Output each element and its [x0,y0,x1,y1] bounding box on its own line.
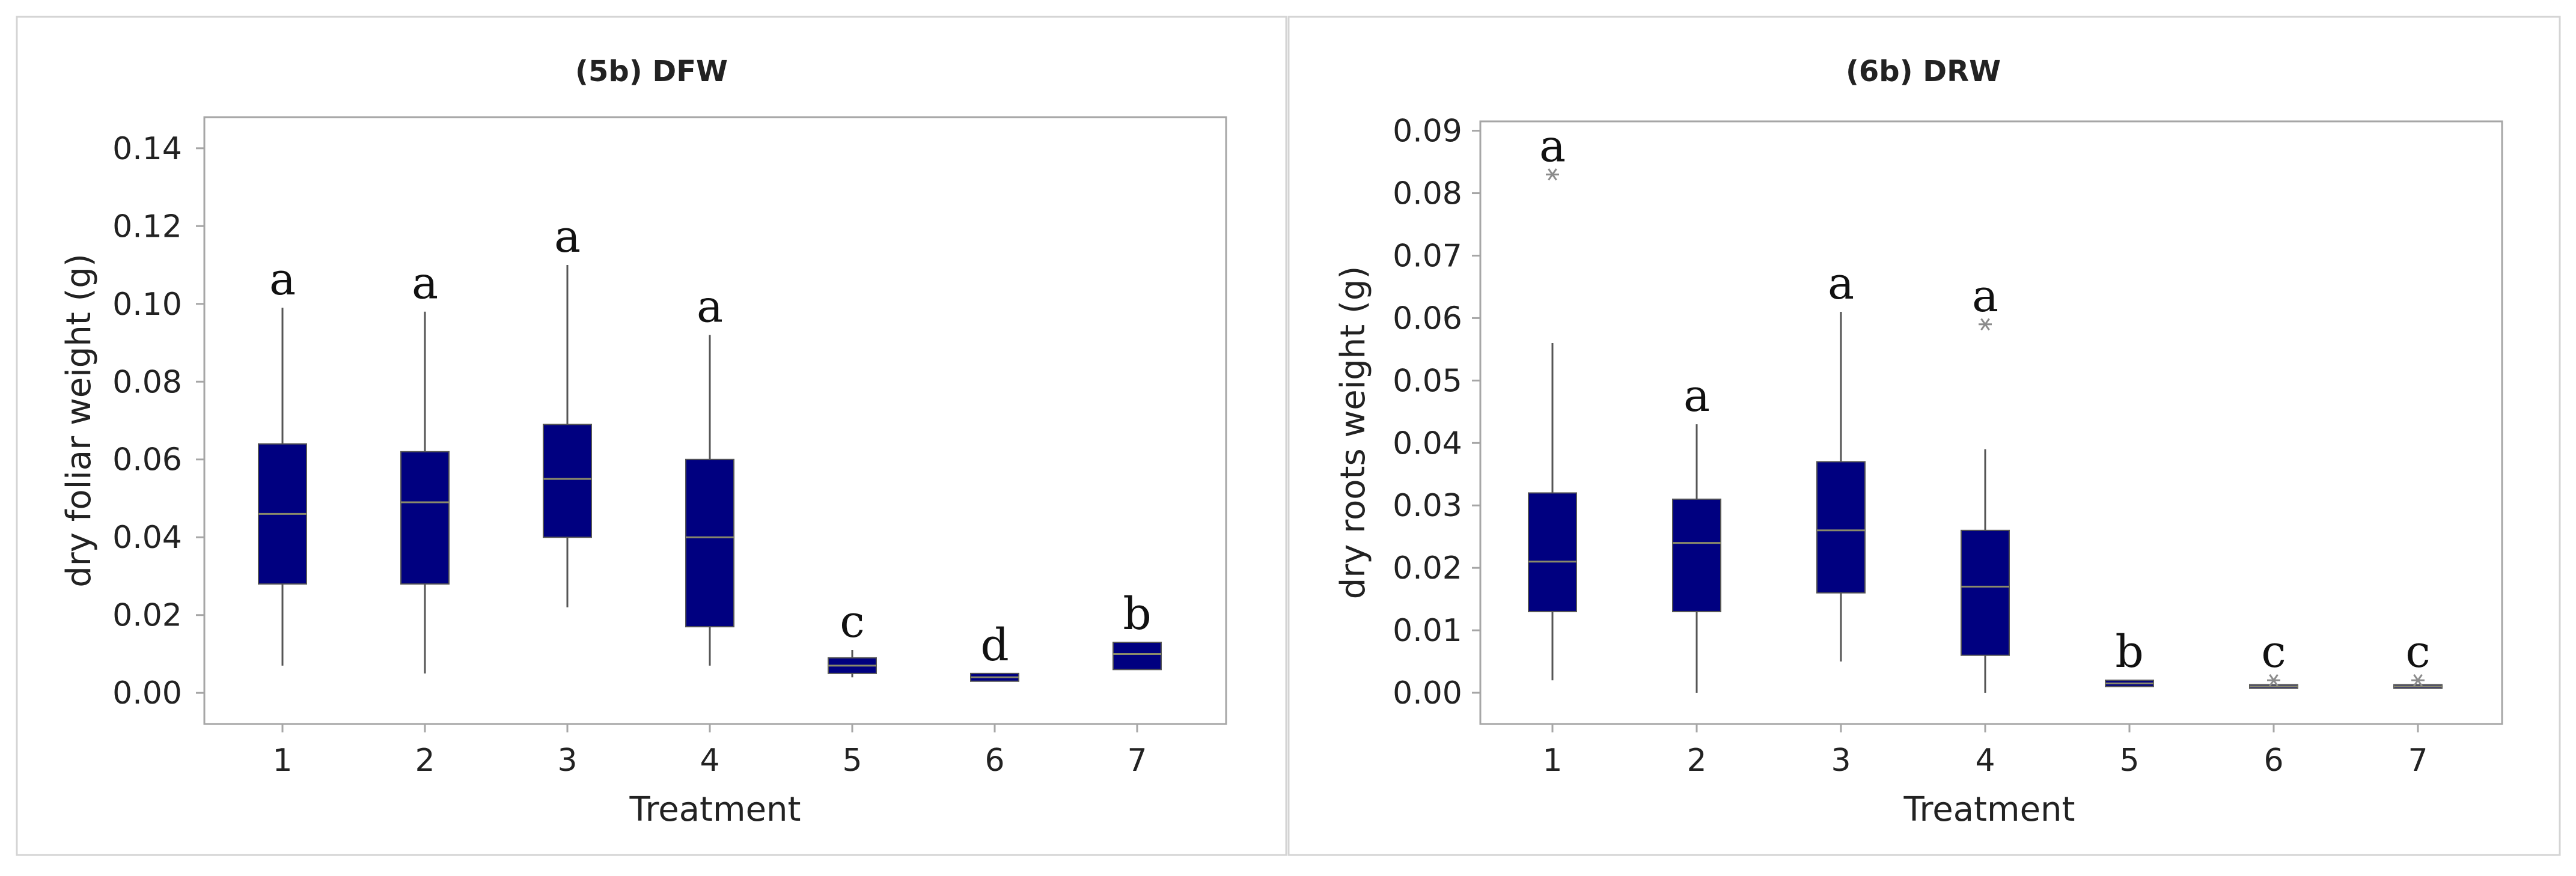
significance-letter: a [554,211,581,263]
chart-title: (5b) DFW [575,55,728,88]
box [1816,461,1866,594]
y-tick-label: 0.04 [1393,425,1462,461]
outlier-stroke [2269,674,2278,687]
significance-letter: a [1828,258,1854,309]
x-tick-label: 6 [2263,743,2283,779]
x-tick-label: 6 [984,743,1004,779]
y-tick-label: 0.09 [1393,114,1462,150]
significance-letter: c [2261,626,2286,678]
y-tick-label: 0.08 [1393,176,1462,212]
significance-letter: a [412,258,438,309]
chart-title: (6b) DRW [1846,55,2001,88]
y-tick-label: 0.14 [112,131,182,167]
significance-letter: a [1683,370,1710,422]
y-axis-label: dry roots weight (g) [1334,266,1373,600]
significance-letter: a [697,281,723,333]
box [1672,498,1721,612]
significance-letter: b [2115,626,2143,678]
box [543,424,592,538]
significance-letter: b [1123,588,1151,640]
box [685,458,734,628]
box [1528,492,1577,612]
y-axis: 0.00 0.01 0.02 0.03 0.04 0.05 0.06 0.07 0.08 0.09 [1393,114,1480,711]
y-tick-label: 0.02 [112,598,182,634]
y-tick-label: 0.08 [112,364,182,400]
x-tick-label: 5 [2119,743,2139,779]
x-tick-label: 4 [700,743,719,779]
x-tick-label: 1 [272,743,292,779]
significance-letter: d [980,619,1009,671]
outlier-marker [1979,318,1992,331]
x-tick-label: 7 [2408,743,2428,779]
x-tick-label: 7 [1127,743,1147,779]
significance-letter: a [1972,270,1998,322]
x-tick-label: 2 [1686,743,1706,779]
box [1961,529,2010,656]
y-tick-label: 0.10 [112,287,182,323]
y-tick-label: 0.02 [1393,550,1462,586]
y-axis: 0.00 0.02 0.04 0.06 0.08 0.10 0.12 0.14 [112,131,204,711]
plot-frame [203,116,1227,725]
box-series: a a a a b c c [1528,120,2443,693]
chart-panel-dfw: (5b) DFW 0.00 0.02 0.04 0.06 0.08 0.10 0.12 0.1… [16,16,1287,856]
significance-letter: a [269,254,296,305]
y-tick-label: 0.00 [112,675,182,711]
x-tick-label: 3 [1831,743,1851,779]
y-tick-label: 0.07 [1393,238,1462,274]
y-tick-label: 0.06 [112,442,182,478]
outlier-stroke [1980,318,1990,331]
box [1113,642,1162,671]
outlier-stroke [1548,168,1557,181]
x-axis: 1 2 3 4 5 6 7 [1542,724,2428,779]
outlier-marker [1546,168,1559,181]
x-axis: 1 2 3 4 5 6 7 [272,724,1147,779]
y-tick-label: 0.04 [112,520,182,556]
outlier-marker [2267,674,2280,687]
x-tick-label: 4 [1975,743,1995,779]
outlier-marker [2411,674,2425,687]
y-tick-label: 0.00 [1393,675,1462,711]
box [400,451,450,585]
x-axis-label: Treatment [1903,790,2075,829]
outlier-stroke [2413,674,2423,687]
y-tick-label: 0.05 [1393,363,1462,399]
box-series: a a a a c d b [258,211,1162,682]
x-axis-label: Treatment [629,790,801,829]
significance-letter: c [840,596,864,648]
significance-letter: c [2405,626,2430,678]
chart-panel-drw: (6b) DRW 0.000.010.020.030.040.050.060.0… [1287,16,2561,856]
panel-border [16,16,1287,856]
x-tick-label: 2 [415,743,435,779]
y-tick-label: 0.06 [1393,300,1462,336]
x-tick-label: 3 [557,743,577,779]
y-axis-label: dry foliar weight (g) [60,254,99,588]
x-tick-label: 1 [1542,743,1562,779]
y-tick-label: 0.01 [1393,613,1462,649]
x-tick-label: 5 [842,743,862,779]
panel-border [1287,16,2561,856]
significance-letter: a [1539,120,1566,172]
y-tick-label: 0.12 [112,208,182,245]
y-tick-label: 0.03 [1393,488,1462,524]
